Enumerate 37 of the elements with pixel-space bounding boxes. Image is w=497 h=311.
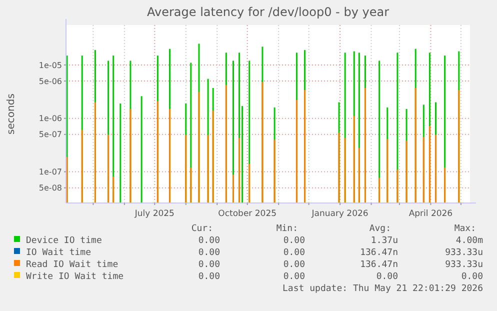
text: 1.37u — [370, 236, 398, 246]
text: 136.47n — [360, 248, 398, 258]
x-tick-label: January 2026 — [310, 209, 368, 219]
text: Max: — [454, 224, 476, 234]
text: Cur: — [191, 224, 213, 234]
text: 0.00 — [283, 260, 305, 270]
text: 0.00 — [198, 272, 220, 282]
text: 0.00 — [198, 248, 220, 258]
text: Min: — [276, 224, 298, 234]
y-tick-label: 1e-05 — [38, 60, 62, 70]
y-tick-label: 5e-06 — [38, 76, 62, 86]
text: 933.33u — [445, 248, 483, 258]
x-tick-label: April 2026 — [408, 209, 453, 219]
text: 0.00 — [283, 236, 305, 246]
y-tick-label: 1e-06 — [38, 114, 62, 124]
y-tick-label: 5e-08 — [38, 184, 62, 193]
x-tick-label: July 2025 — [134, 209, 174, 219]
text: 136.47n — [360, 260, 398, 270]
chart-title: Average latency for /dev/loop0 - by year — [146, 5, 390, 19]
x-tick-label: October 2025 — [218, 209, 277, 219]
y-axis-title: seconds — [6, 94, 17, 134]
text: 0.00 — [198, 236, 220, 246]
legend-label: Write IO Wait time — [26, 272, 124, 282]
text: 0.00 — [283, 272, 305, 282]
text: Last update: Thu May 21 22:01:29 2026 — [282, 284, 483, 294]
legend-label: Device IO time — [26, 236, 102, 246]
text: 4.00m — [456, 236, 483, 246]
text: 0.00 — [461, 272, 483, 282]
legend-label: IO Wait time — [26, 248, 92, 258]
text: Avg: — [369, 224, 391, 234]
y-tick-label: 5e-07 — [38, 130, 62, 140]
text: 0.00 — [283, 248, 305, 258]
legend-label: Read IO Wait time — [26, 260, 118, 270]
text: 0.00 — [376, 272, 398, 282]
text: 933.33u — [445, 260, 483, 270]
text: 0.00 — [198, 260, 220, 270]
y-tick-label: 1e-07 — [38, 168, 62, 177]
